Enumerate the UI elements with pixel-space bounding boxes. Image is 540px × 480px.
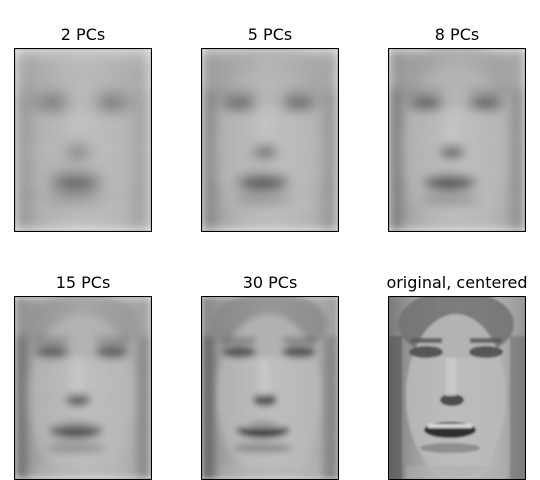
panel-title: 30 PCs — [242, 273, 298, 292]
panel-title: original, centered — [386, 273, 528, 292]
panel-title: 5 PCs — [247, 25, 293, 44]
panel-title: 8 PCs — [434, 25, 480, 44]
face-image — [388, 48, 526, 232]
panel-title: 2 PCs — [60, 25, 106, 44]
face-image — [201, 296, 339, 480]
face-image — [388, 296, 526, 480]
panel-title: 15 PCs — [55, 273, 111, 292]
face-image — [201, 48, 339, 232]
face-image — [14, 48, 152, 232]
face-image — [14, 296, 152, 480]
